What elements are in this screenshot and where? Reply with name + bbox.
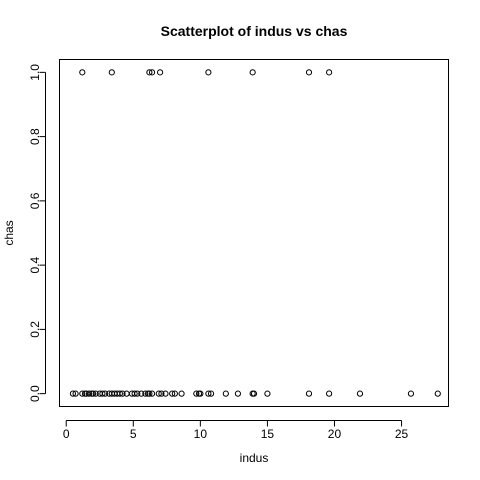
scatter-point bbox=[205, 69, 212, 76]
scatter-point bbox=[326, 390, 333, 397]
scatter-point bbox=[197, 390, 204, 397]
scatter-point bbox=[69, 390, 77, 397]
scatter-point bbox=[205, 390, 212, 397]
y-axis: 0.0 0.2 0.4 0.6 0.8 1.0 bbox=[28, 64, 46, 402]
scatter-point bbox=[146, 69, 153, 76]
x-tick-label: 10 bbox=[194, 427, 208, 441]
y-tick-label: 0.6 bbox=[28, 192, 42, 209]
scatter-point bbox=[264, 390, 271, 397]
scatter-point bbox=[92, 390, 99, 397]
scatter-point bbox=[142, 390, 149, 397]
scatter-point bbox=[148, 390, 156, 397]
scatter-point bbox=[326, 69, 333, 76]
x-tick-label: 20 bbox=[328, 427, 342, 441]
scatter-point bbox=[138, 390, 145, 397]
x-tick-label: 0 bbox=[63, 427, 70, 441]
y-tick-label: 0.2 bbox=[28, 321, 42, 338]
scatter-point bbox=[249, 69, 256, 76]
scatter-point bbox=[72, 390, 79, 397]
plot-frame bbox=[59, 59, 449, 407]
scatter-point bbox=[305, 69, 313, 76]
scatter-point bbox=[407, 390, 415, 397]
scatter-point bbox=[207, 390, 215, 397]
x-axis: 0 5 10 15 20 25 bbox=[63, 420, 409, 441]
y-tick-label: 0.0 bbox=[28, 385, 42, 402]
scatter-point bbox=[356, 390, 364, 397]
scatter-point bbox=[79, 69, 86, 76]
x-axis-label: indus bbox=[240, 451, 269, 465]
chart-title: Scatterplot of indus vs chas bbox=[161, 23, 348, 39]
scatter-point bbox=[79, 390, 86, 397]
scatter-point bbox=[305, 390, 313, 397]
x-tick-label: 5 bbox=[130, 427, 137, 441]
x-tick-label: 25 bbox=[395, 427, 409, 441]
scatter-point bbox=[234, 390, 242, 397]
scatter-point bbox=[146, 390, 153, 397]
scatter-point bbox=[148, 69, 156, 76]
y-tick-label: 0.8 bbox=[28, 128, 42, 145]
scatter-point bbox=[157, 69, 164, 76]
scatter-point bbox=[131, 390, 138, 397]
scatter-point bbox=[162, 390, 169, 397]
scatter-point bbox=[155, 390, 162, 397]
scatter-point bbox=[89, 390, 97, 397]
scatter-point bbox=[99, 390, 106, 397]
y-tick-label: 0.4 bbox=[28, 256, 42, 273]
scatter-point bbox=[193, 390, 200, 397]
scatter-point bbox=[108, 69, 115, 76]
y-axis-label: chas bbox=[2, 220, 16, 245]
scatter-points bbox=[69, 69, 441, 397]
scatter-point bbox=[222, 390, 229, 397]
scatter-point bbox=[171, 390, 178, 397]
scatter-point bbox=[134, 390, 141, 397]
scatter-point bbox=[85, 390, 93, 397]
scatter-point bbox=[169, 390, 176, 397]
y-tick-label: 1.0 bbox=[28, 64, 42, 81]
scatter-point bbox=[250, 390, 258, 397]
scatter-point bbox=[102, 390, 109, 397]
x-tick-label: 15 bbox=[261, 427, 275, 441]
scatter-point bbox=[119, 390, 126, 397]
scatter-point bbox=[158, 390, 165, 397]
scatter-point bbox=[178, 390, 185, 397]
scatter-point bbox=[434, 390, 441, 397]
scatter-point bbox=[116, 390, 123, 397]
